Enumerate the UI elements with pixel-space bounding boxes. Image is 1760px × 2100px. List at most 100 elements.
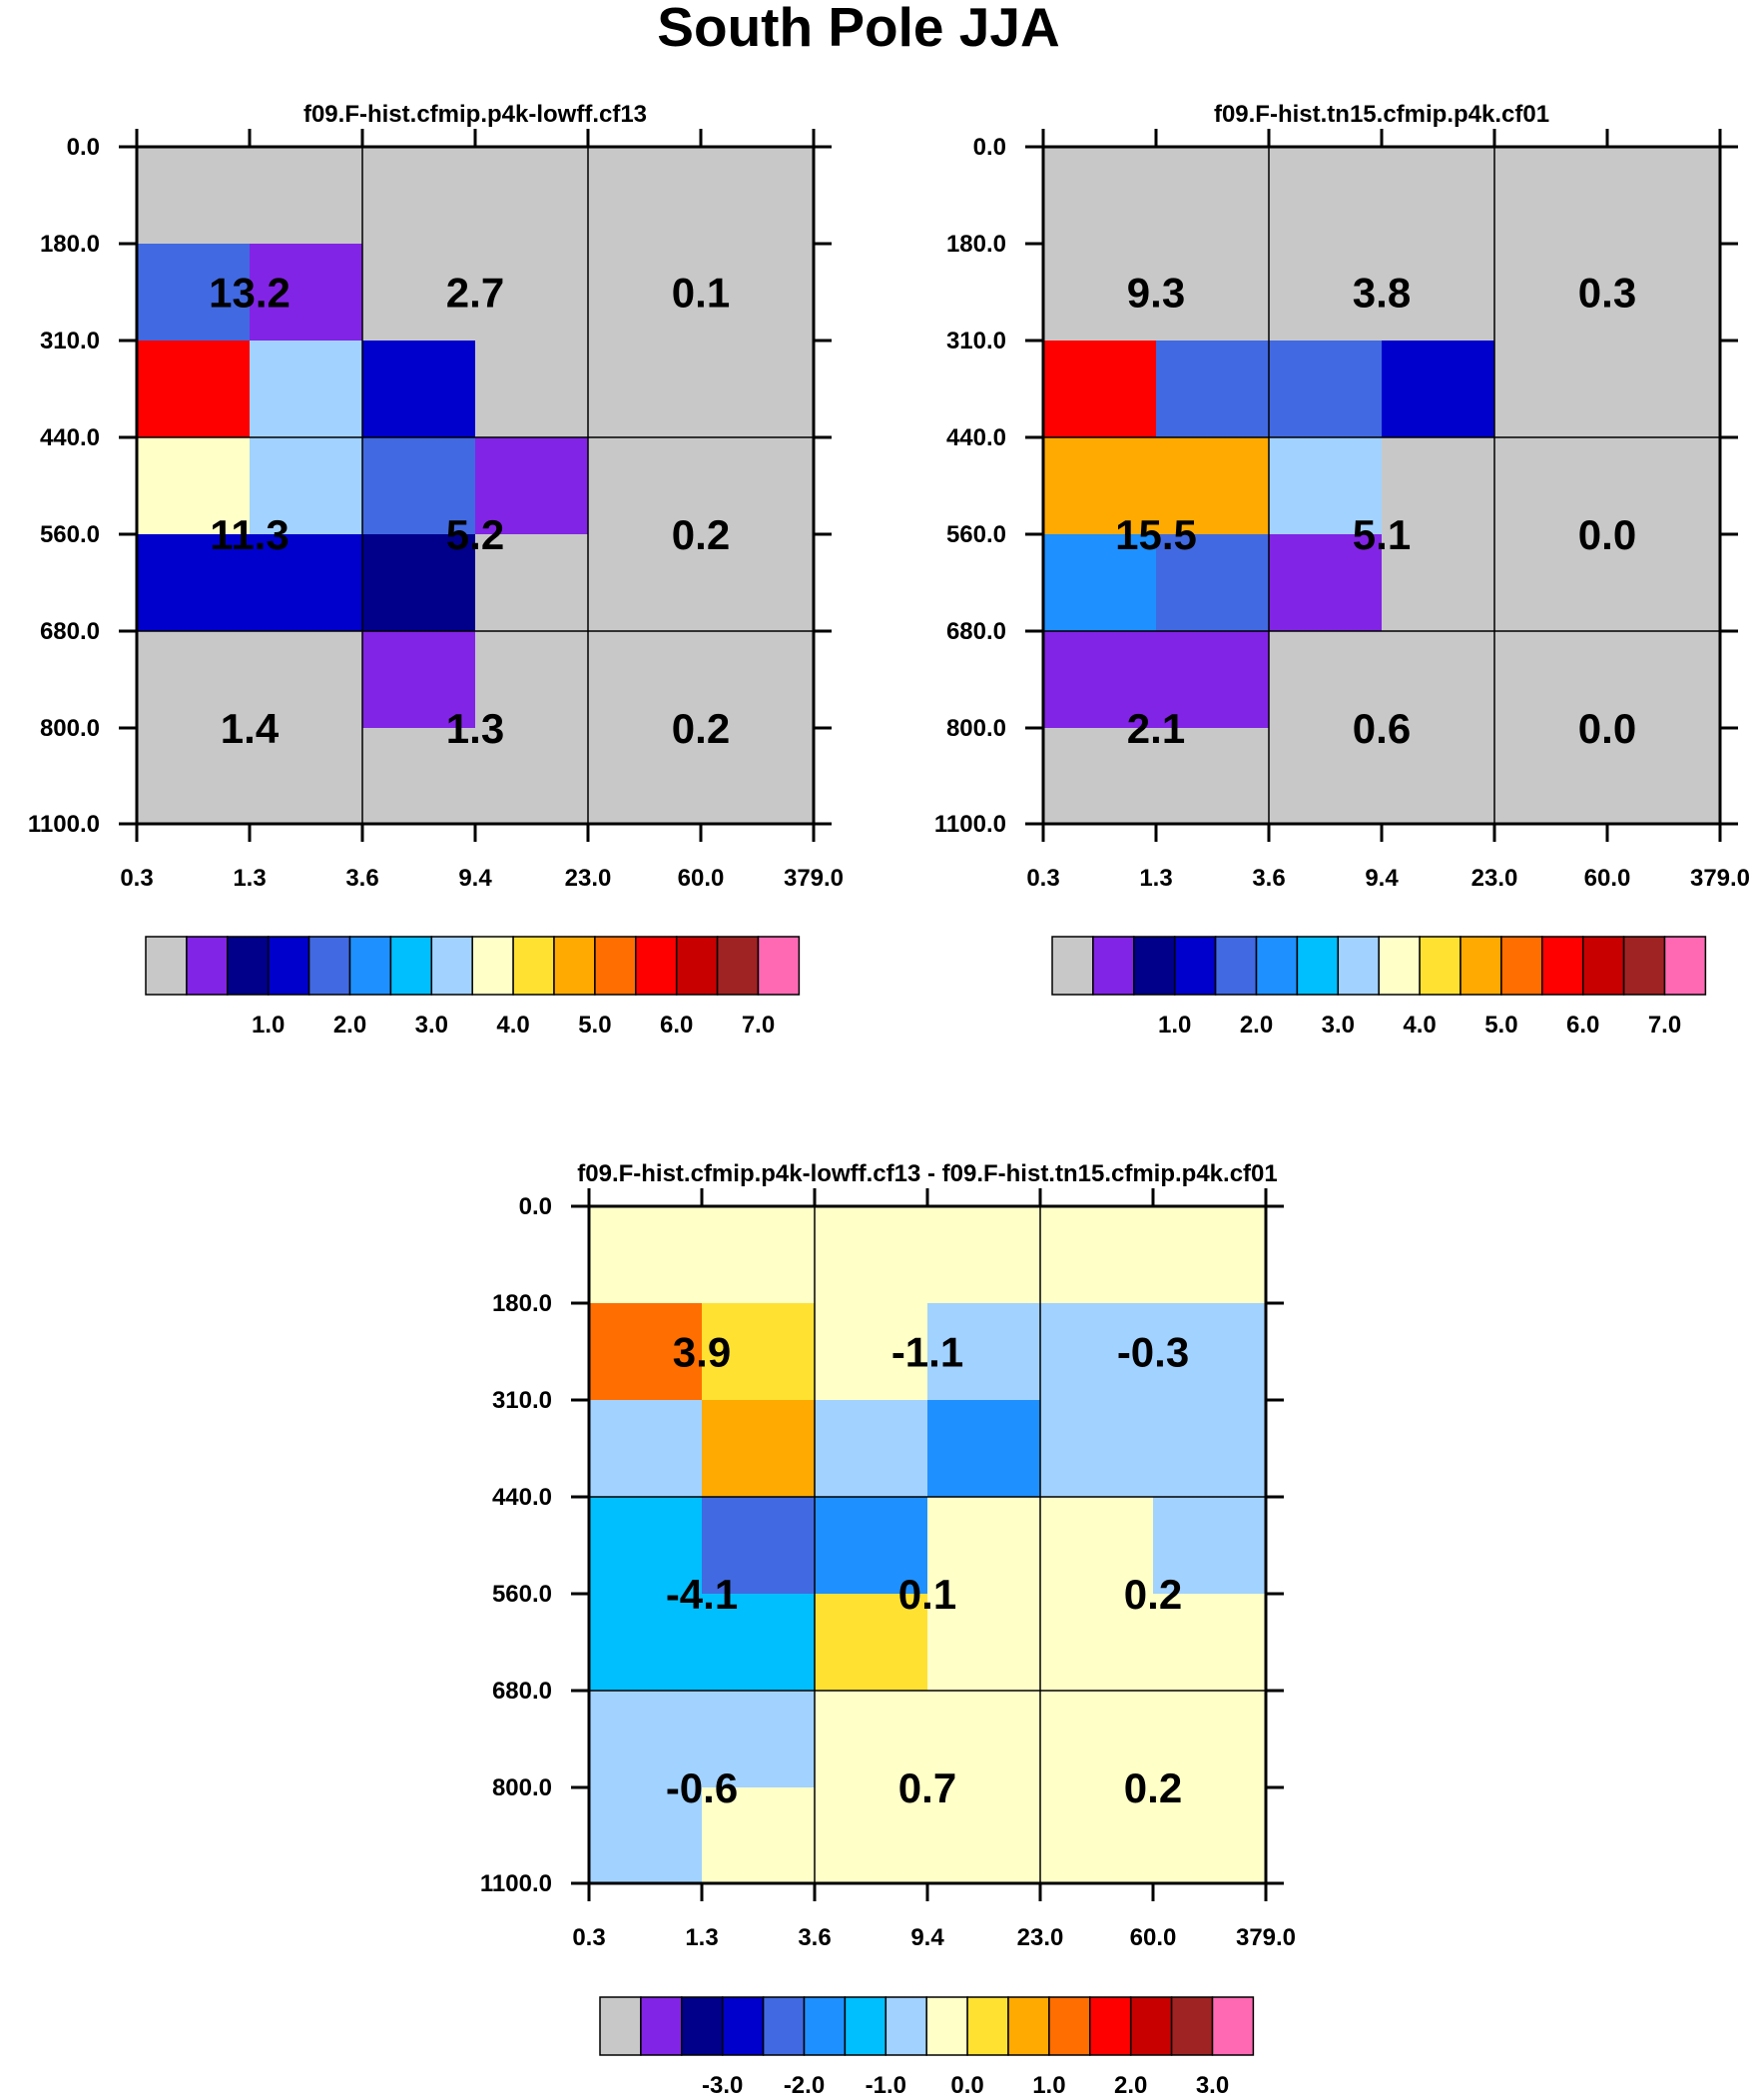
colorbar-label: 3.0 xyxy=(1322,1012,1355,1039)
summary-value: 2.1 xyxy=(1127,705,1185,752)
heatmap-cell xyxy=(589,1691,703,1788)
heatmap-cell xyxy=(250,147,363,245)
heatmap-cell xyxy=(702,1400,816,1498)
heatmap-cell xyxy=(1156,341,1270,438)
heatmap-cell xyxy=(588,244,702,342)
heatmap-cell xyxy=(137,534,251,632)
heatmap-cell xyxy=(1156,631,1270,729)
x-tick-label: 3.6 xyxy=(1252,865,1285,892)
x-tick-label: 379.0 xyxy=(784,865,844,892)
colorbar-box xyxy=(716,936,760,996)
heatmap-cell xyxy=(1156,147,1270,245)
heatmap-cell xyxy=(927,1303,1041,1401)
heatmap-cell xyxy=(815,1303,928,1401)
colorbar-box xyxy=(1296,936,1340,996)
y-tick-label: 680.0 xyxy=(946,618,1006,645)
heatmap-cell xyxy=(589,1206,703,1304)
colorbar-label: 3.0 xyxy=(1196,2072,1229,2099)
colorbar-box xyxy=(1092,936,1135,996)
y-tick-label: 180.0 xyxy=(492,1290,552,1317)
heatmap-cell xyxy=(815,1594,928,1692)
heatmap-cell xyxy=(1382,147,1495,245)
heatmap-cell xyxy=(1607,147,1721,245)
heatmap-cell xyxy=(701,437,815,535)
heatmap-cell xyxy=(1153,1691,1267,1788)
heatmap-cell xyxy=(588,437,702,535)
colorbar-box xyxy=(1378,936,1421,996)
heatmap-cell xyxy=(1494,341,1608,438)
heatmap-cell xyxy=(701,147,815,245)
heatmap-cell xyxy=(1043,244,1157,342)
heatmap-cell xyxy=(588,534,702,632)
colorbar-box xyxy=(599,1996,642,2056)
colorbar-box xyxy=(635,936,678,996)
heatmap-cell xyxy=(1043,341,1157,438)
heatmap-cell xyxy=(1269,631,1383,729)
colorbar-label: 4.0 xyxy=(1403,1012,1436,1039)
summary-value: 1.4 xyxy=(221,705,280,752)
heatmap-cell xyxy=(475,341,589,438)
y-tick-label: 680.0 xyxy=(492,1678,552,1705)
colorbar-box xyxy=(145,936,188,996)
colorbar-label: 2.0 xyxy=(1240,1012,1273,1039)
heatmap-cell xyxy=(1607,341,1721,438)
heatmap-cell xyxy=(1040,1303,1154,1401)
summary-value: 0.1 xyxy=(898,1571,956,1618)
y-tick-label: 1100.0 xyxy=(28,811,100,838)
heatmap-cell xyxy=(815,1497,928,1595)
heatmap-cell xyxy=(588,728,702,825)
heatmap-cell xyxy=(1153,1594,1267,1692)
summary-value: 11.3 xyxy=(210,511,289,558)
colorbar-box xyxy=(1500,936,1543,996)
heatmap-cell xyxy=(362,728,476,825)
colorbar-box xyxy=(757,936,801,996)
heatmap-cell xyxy=(1494,631,1608,729)
heatmap-cell xyxy=(1494,728,1608,825)
summary-value: 0.2 xyxy=(672,705,730,752)
heatmap-cell xyxy=(475,437,589,535)
colorbar-label: 1.0 xyxy=(252,1012,285,1039)
x-tick-label: 9.4 xyxy=(910,1924,944,1951)
heatmap-cell xyxy=(1043,147,1157,245)
colorbar-box xyxy=(1214,936,1258,996)
heatmap-cell xyxy=(588,341,702,438)
colorbar-box xyxy=(1089,1996,1132,2056)
colorbar-label: -2.0 xyxy=(784,2072,825,2099)
summary-value: 1.3 xyxy=(446,705,504,752)
y-tick-label: 1100.0 xyxy=(480,1870,552,1897)
colorbar-box xyxy=(1663,936,1707,996)
heatmap-cell xyxy=(1382,244,1495,342)
y-tick-label: 440.0 xyxy=(40,424,100,451)
colorbar-box xyxy=(1133,936,1176,996)
panel-3: f09.F-hist.cfmip.p4k-lowff.cf13 - f09.F-… xyxy=(480,1160,1296,2099)
colorbar-box xyxy=(348,936,392,996)
x-tick-label: 379.0 xyxy=(1690,865,1750,892)
x-tick-label: 23.0 xyxy=(1471,865,1518,892)
x-tick-label: 60.0 xyxy=(1130,1924,1177,1951)
heatmap-cell xyxy=(1382,437,1495,535)
x-tick-label: 23.0 xyxy=(565,865,612,892)
summary-value: 13.2 xyxy=(209,270,291,317)
colorbar-box xyxy=(430,936,473,996)
heatmap-cell xyxy=(475,244,589,342)
heatmap-cell xyxy=(815,1206,928,1304)
heatmap-cell xyxy=(1040,1206,1154,1304)
x-tick-label: 60.0 xyxy=(1584,865,1631,892)
colorbar-box xyxy=(267,936,310,996)
heatmap-cell xyxy=(1269,341,1383,438)
heatmap-cell xyxy=(362,147,476,245)
summary-value: -4.1 xyxy=(666,1571,738,1618)
heatmap-cell xyxy=(250,244,363,342)
heatmap-cell xyxy=(1494,147,1608,245)
summary-value: 0.7 xyxy=(898,1764,956,1811)
colorbar-box xyxy=(844,1996,887,2056)
colorbar-box xyxy=(675,936,719,996)
y-tick-label: 0.0 xyxy=(973,134,1006,161)
heatmap-cell xyxy=(1043,437,1157,535)
heatmap-cell xyxy=(701,534,815,632)
summary-value: 5.1 xyxy=(1353,511,1411,558)
summary-value: 3.9 xyxy=(673,1329,731,1376)
colorbar-label: 5.0 xyxy=(578,1012,611,1039)
heatmap-cell xyxy=(589,1787,703,1884)
